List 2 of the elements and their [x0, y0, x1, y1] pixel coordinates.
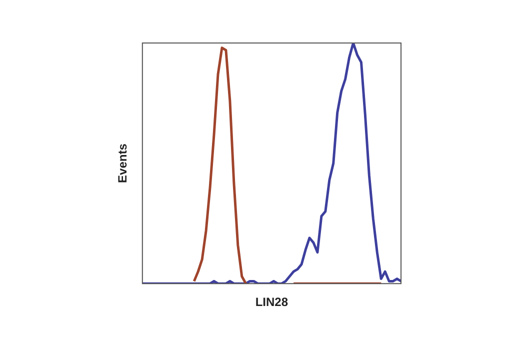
x-axis-title: LIN28: [255, 295, 288, 310]
y-axis-title: Events: [116, 143, 130, 183]
